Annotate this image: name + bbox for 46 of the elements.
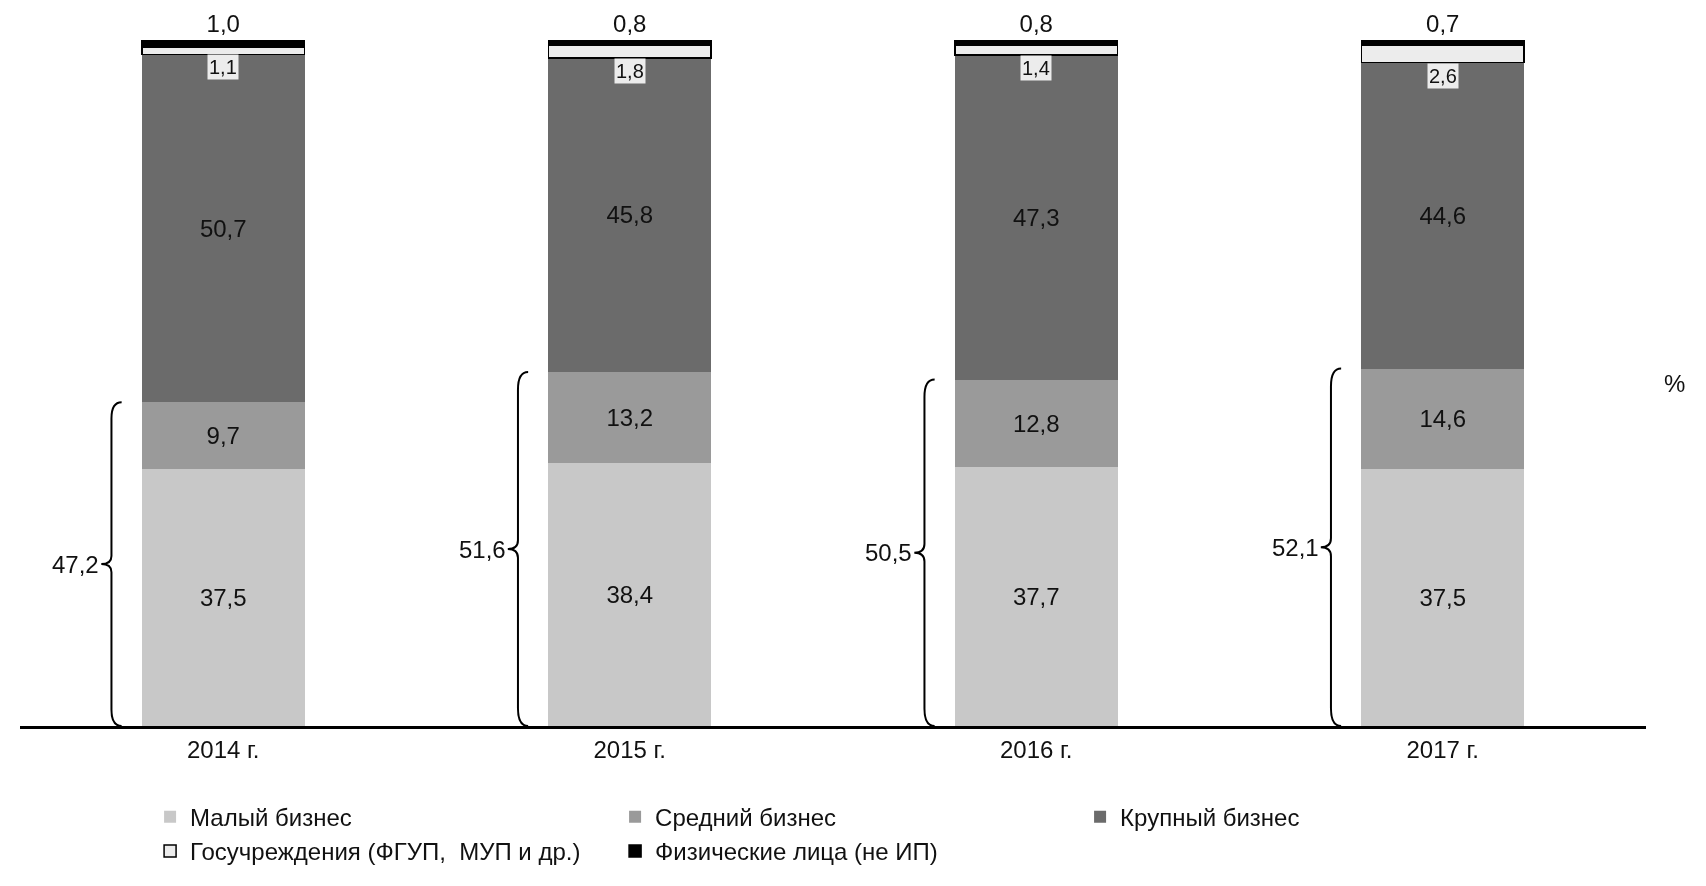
data-label: 50,7 bbox=[199, 214, 247, 242]
data-label: 0,8 bbox=[613, 10, 647, 37]
data-label: 0,7 bbox=[1426, 10, 1460, 37]
bar bbox=[548, 462, 712, 726]
data-label: 12,8 bbox=[1012, 409, 1060, 437]
data-label: 14,6 bbox=[1419, 405, 1467, 433]
bar bbox=[954, 467, 1118, 726]
data-label: 38,4 bbox=[606, 580, 654, 608]
data-label: 47,3 bbox=[1012, 203, 1060, 231]
data-label: 37,5 bbox=[1419, 583, 1467, 611]
data-label: 1,4 bbox=[1022, 57, 1050, 79]
legend-label: Крупный бизнес bbox=[1120, 804, 1300, 832]
data-label: 44,6 bbox=[1419, 202, 1467, 230]
annotation: 47,2 bbox=[52, 551, 99, 578]
bar bbox=[141, 468, 305, 726]
bar bbox=[548, 57, 712, 373]
data-label: 1,0 bbox=[206, 10, 240, 37]
bar bbox=[954, 55, 1118, 380]
legend-label: Малый бизнес bbox=[190, 804, 352, 832]
x-tick-label: 2016 г. bbox=[999, 735, 1073, 763]
data-label: 37,7 bbox=[1012, 583, 1060, 611]
bar bbox=[141, 54, 305, 403]
bar bbox=[141, 402, 305, 469]
legend-label: Госучреждения (ФГУП, МУП и др.) bbox=[190, 838, 581, 866]
annotation: 50,5 bbox=[865, 539, 912, 566]
bar bbox=[548, 372, 712, 463]
data-label: 2,6 bbox=[1429, 65, 1457, 87]
annotation: 52,1 bbox=[1272, 534, 1319, 561]
bar bbox=[1361, 368, 1525, 469]
bar bbox=[1361, 468, 1525, 726]
bar bbox=[954, 379, 1118, 468]
x-tick-label: 2014 г. bbox=[186, 735, 260, 763]
data-label: 13,2 bbox=[606, 403, 654, 431]
x-tick-label: 2015 г. bbox=[593, 735, 667, 763]
bar bbox=[1361, 62, 1525, 369]
data-label: 0,8 bbox=[1019, 10, 1053, 37]
legend-label: Средний бизнес bbox=[655, 804, 837, 832]
data-label: 45,8 bbox=[606, 201, 654, 229]
data-label: 1,8 bbox=[616, 60, 644, 82]
y-axis-title: % bbox=[1664, 370, 1686, 397]
data-label: 1,1 bbox=[209, 56, 237, 78]
data-label: 9,7 bbox=[206, 421, 240, 449]
x-tick-label: 2017 г. bbox=[1406, 735, 1480, 763]
annotation: 51,6 bbox=[459, 536, 506, 563]
data-label: 37,5 bbox=[199, 583, 247, 611]
legend-label: Физические лица (не ИП) bbox=[655, 838, 938, 866]
